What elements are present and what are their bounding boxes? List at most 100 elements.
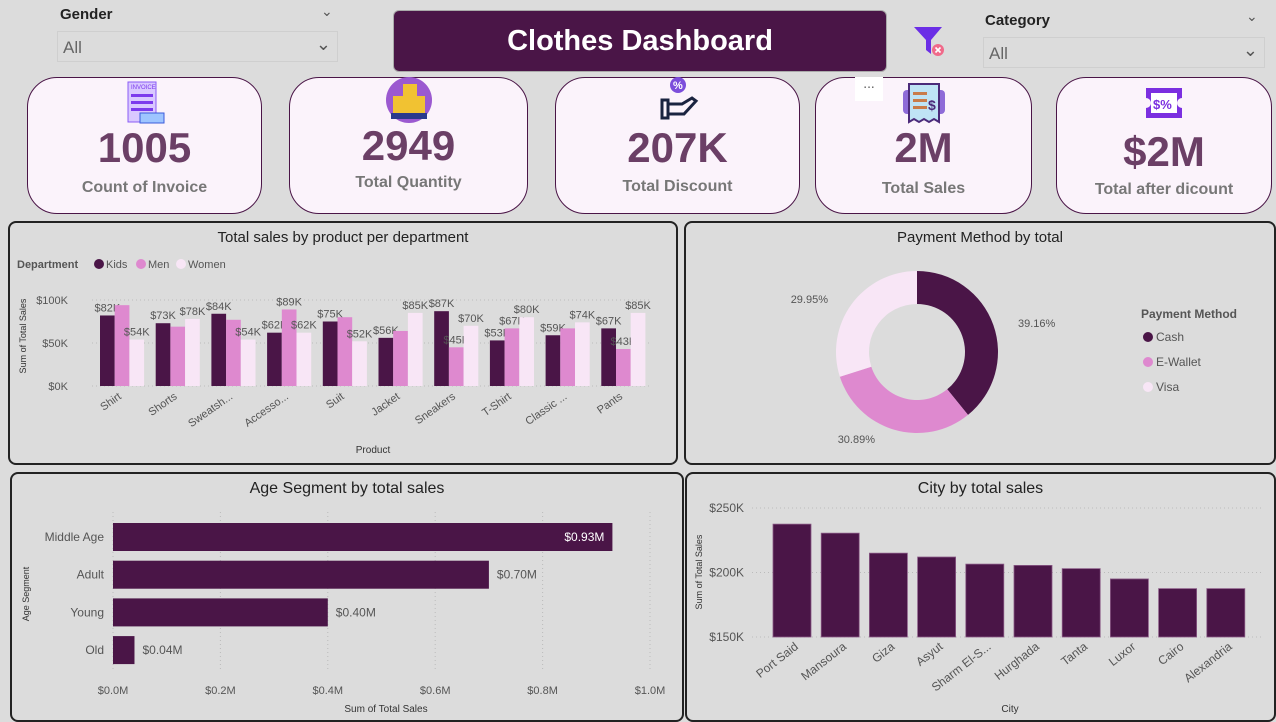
data-label: $89K (276, 296, 302, 308)
data-label: $74K (569, 309, 595, 321)
age-segment-chart-panel: Age Segment by total sales (10, 472, 684, 722)
y-tick-label: $150K (709, 630, 744, 644)
slice-label: 29.95% (791, 294, 829, 306)
x-tick-label: Giza (869, 639, 897, 665)
data-label: $70K (458, 313, 484, 325)
bar-kids (545, 335, 561, 386)
bar (113, 598, 328, 627)
y-tick-label: Old (85, 643, 104, 657)
bar-women (463, 325, 479, 386)
donut-slice-cash (917, 271, 999, 415)
bar-kids (601, 328, 616, 386)
bar (113, 560, 489, 589)
chevron-down-icon[interactable]: ⌄ (321, 4, 333, 20)
kpi-card-total-discount: % 207K Total Discount (555, 77, 800, 214)
bar-men (337, 317, 353, 386)
data-label: $78K (180, 306, 206, 318)
data-label: $85K (402, 300, 428, 312)
category-slicer-label: Category (985, 12, 1051, 29)
data-label: $67K (596, 315, 622, 327)
gender-value: All (63, 38, 82, 57)
data-label: $84K (206, 301, 232, 313)
bar (869, 552, 908, 638)
invoice-icon: INVOICE (122, 80, 168, 130)
slice-label: 39.16% (1018, 318, 1056, 330)
boxes-icon (385, 76, 433, 128)
legend-marker (1143, 382, 1153, 392)
bar-kids (211, 313, 227, 386)
gender-dropdown[interactable]: All ⌄ (57, 31, 338, 62)
x-tick-label: $0.6M (420, 685, 451, 697)
bar (1061, 568, 1101, 638)
x-tick-label: Pants (595, 390, 625, 416)
legend-label: Men (148, 259, 169, 271)
x-axis-title: Sum of Total Sales (344, 704, 427, 715)
x-tick-label: Classic ... (523, 391, 569, 428)
svg-text:%: % (673, 80, 683, 92)
legend-label: Women (188, 259, 226, 271)
x-tick-label: Port Said (753, 639, 801, 680)
data-label: $67K (499, 315, 525, 327)
x-tick-label: Accesso... (242, 391, 290, 430)
legend-label: Visa (1156, 380, 1179, 394)
bar-kids (434, 311, 449, 386)
y-axis-title: Sum of Total Sales (694, 534, 704, 609)
x-tick-label: Hurghada (992, 639, 1042, 683)
bar-kids (267, 332, 282, 386)
svg-text:$: $ (928, 97, 936, 113)
chart-title: Payment Method by total (897, 229, 1063, 246)
bar-men (616, 349, 631, 386)
data-label: $56K (373, 325, 399, 337)
x-tick-label: Jacket (369, 391, 402, 419)
category-dropdown[interactable]: All ⌄ (983, 37, 1265, 68)
bar-women (407, 312, 423, 386)
kpi-card-total-after-discount: $% $2M Total after dicount (1056, 77, 1272, 214)
data-label: $75K (317, 309, 343, 321)
x-tick-label: Luxor (1106, 639, 1138, 669)
bar (1013, 565, 1053, 638)
kpi-card-invoice-count: INVOICE 1005 Count of Invoice (27, 77, 262, 214)
legend-title: Payment Method (1141, 307, 1237, 321)
bar-kids (322, 321, 338, 386)
data-label: $80K (514, 304, 540, 316)
data-label: $87K (429, 298, 455, 310)
x-tick-label: $0.8M (527, 685, 558, 697)
legend-marker (176, 259, 186, 269)
y-tick-label: $250K (709, 501, 744, 515)
x-tick-label: Shirt (98, 391, 123, 414)
x-tick-label: Suit (324, 391, 346, 412)
data-label: $0.40M (336, 605, 376, 619)
donut-slice-visa (836, 271, 917, 377)
x-tick-label: Sneakers (413, 390, 458, 427)
x-tick-label: Asyut (913, 639, 946, 669)
data-label: $43K (610, 336, 636, 348)
kpi-label: Total Sales (881, 180, 966, 197)
data-label: $82K (94, 302, 120, 314)
bar-kids (155, 323, 171, 386)
bar (113, 636, 135, 665)
y-tick-label: Middle Age (45, 530, 105, 544)
kpi-value: 1005 (97, 124, 192, 171)
legend-marker (94, 259, 104, 269)
bar-kids (100, 315, 115, 386)
data-label: $45K (443, 334, 469, 346)
y-axis-title: Sum of Total Sales (18, 298, 28, 373)
data-label: $85K (625, 300, 651, 312)
filter-clear-icon[interactable] (913, 26, 947, 62)
bar-men (560, 328, 575, 386)
more-options-button[interactable]: ... (855, 77, 883, 101)
chevron-down-icon[interactable]: ⌄ (1246, 9, 1258, 25)
x-tick-label: Tanta (1058, 639, 1090, 668)
kpi-label: Total after dicount (1094, 181, 1234, 198)
x-tick-label: $1.0M (635, 685, 666, 697)
donut-slice-e-wallet (839, 366, 969, 433)
data-label: $52K (347, 328, 373, 340)
chart-title: Age Segment by total sales (249, 480, 445, 497)
x-tick-label: Mansoura (798, 639, 849, 683)
bar-women (185, 318, 200, 386)
category-value: All (989, 44, 1008, 63)
bar (1206, 588, 1246, 638)
bar-kids (378, 337, 394, 386)
kpi-label: Total Quantity (355, 174, 462, 191)
bar (820, 532, 860, 638)
